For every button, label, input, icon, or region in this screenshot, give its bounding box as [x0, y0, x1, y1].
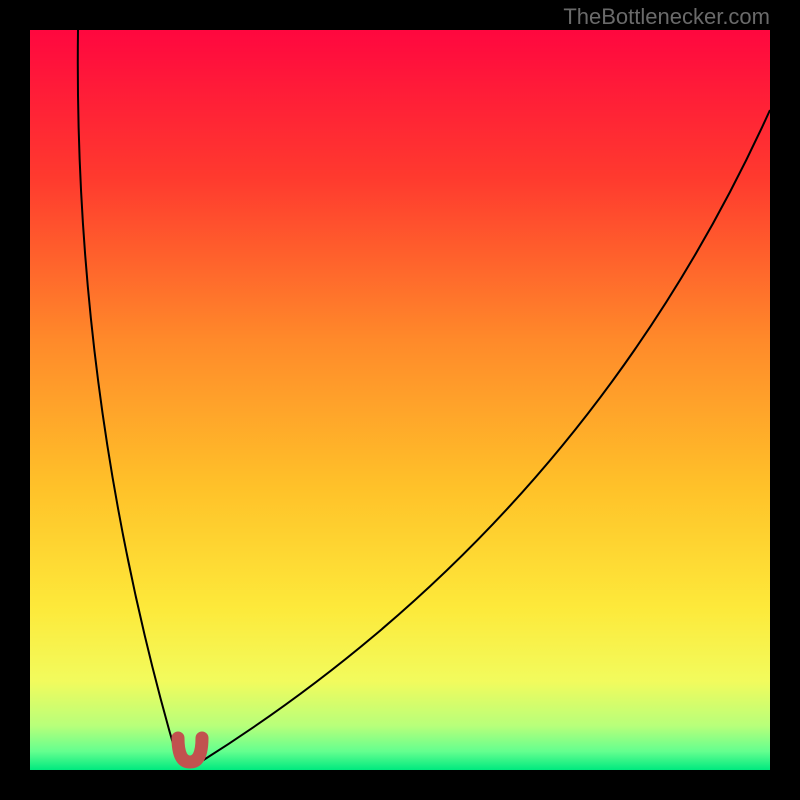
- bottleneck-curve-right-branch: [202, 110, 770, 761]
- watermark-text: TheBottlenecker.com: [563, 4, 770, 30]
- figure-root: TheBottlenecker.com: [0, 0, 800, 800]
- plot-area: [30, 30, 770, 770]
- curve-overlay: [30, 30, 770, 770]
- bottleneck-valley-arc: [178, 738, 202, 762]
- bottleneck-curve-left-branch: [78, 30, 178, 761]
